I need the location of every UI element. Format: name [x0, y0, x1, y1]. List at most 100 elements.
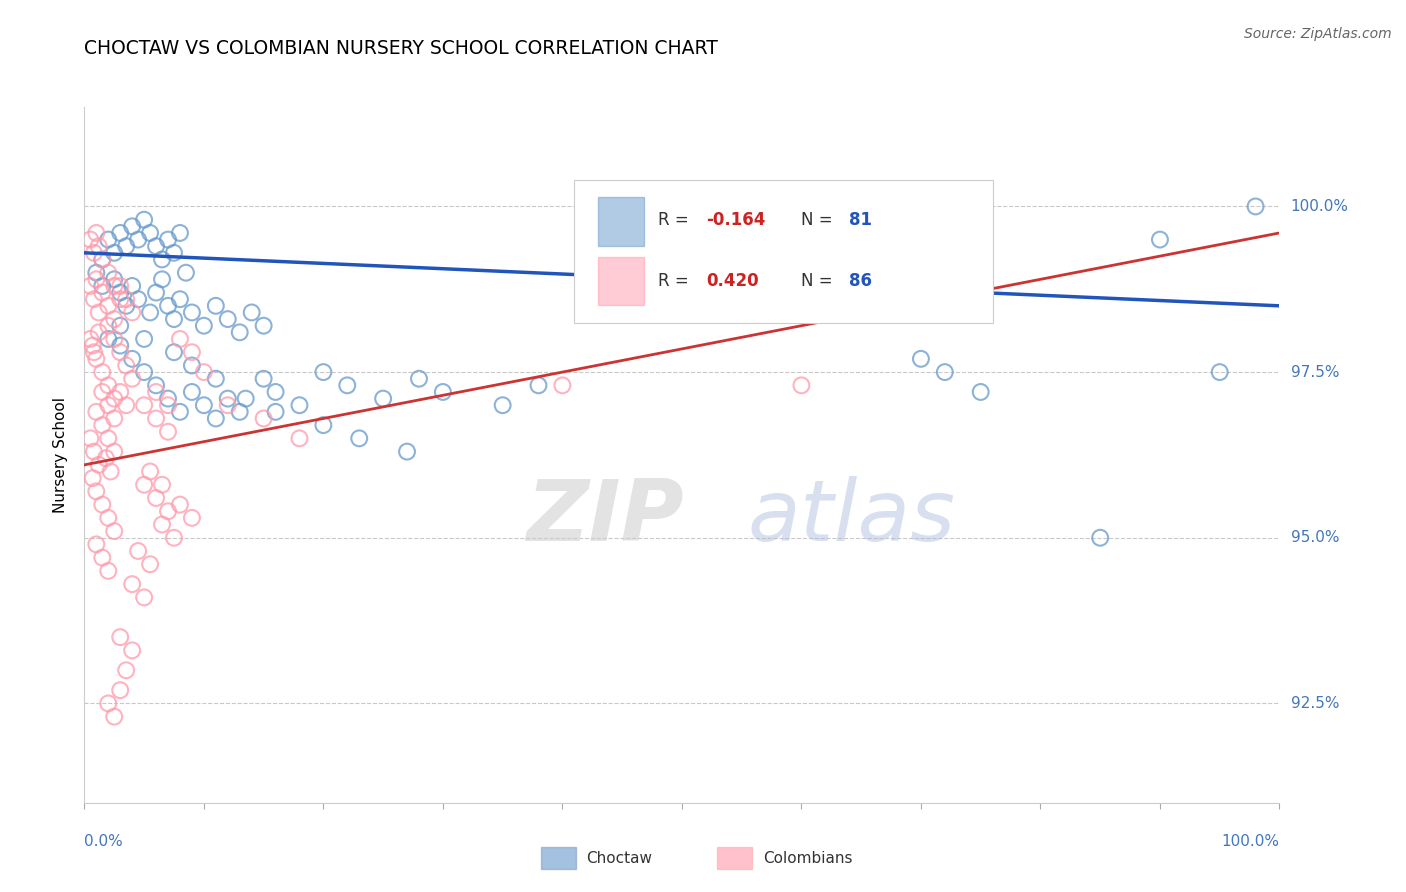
- Point: [193, 398, 215, 412]
- Point: [180, 305, 202, 319]
- Point: [157, 233, 180, 247]
- Text: 92.5%: 92.5%: [1291, 696, 1339, 711]
- Point: [163, 312, 186, 326]
- Text: 0.0%: 0.0%: [84, 834, 124, 849]
- Point: [145, 285, 167, 300]
- Point: [94, 451, 117, 466]
- Point: [1244, 199, 1267, 213]
- Point: [84, 405, 107, 419]
- Point: [205, 299, 228, 313]
- Point: [1208, 365, 1230, 379]
- Point: [139, 465, 162, 479]
- Point: [97, 398, 120, 412]
- Point: [157, 425, 180, 439]
- Point: [97, 318, 120, 333]
- Point: [150, 517, 173, 532]
- Point: [371, 392, 394, 406]
- Point: [110, 226, 132, 240]
- Point: [110, 345, 132, 359]
- Point: [97, 233, 120, 247]
- Point: [84, 537, 107, 551]
- Point: [432, 384, 454, 399]
- Point: [84, 272, 107, 286]
- Point: [127, 292, 149, 306]
- Point: [312, 418, 335, 433]
- Point: [110, 683, 132, 698]
- Point: [121, 351, 143, 366]
- Point: [132, 477, 156, 491]
- Point: [79, 233, 101, 247]
- Point: [97, 511, 120, 525]
- Point: [1149, 233, 1171, 247]
- Point: [253, 318, 276, 333]
- Point: [97, 299, 120, 313]
- Point: [169, 405, 191, 419]
- Point: [790, 378, 813, 392]
- Point: [205, 372, 228, 386]
- Point: [103, 245, 125, 260]
- Point: [83, 245, 105, 260]
- Text: R =: R =: [658, 272, 695, 290]
- Point: [217, 312, 239, 326]
- Point: [110, 630, 132, 644]
- Point: [163, 531, 186, 545]
- Point: [121, 372, 143, 386]
- Point: [240, 305, 263, 319]
- Point: [97, 564, 120, 578]
- Text: N =: N =: [801, 211, 838, 229]
- Text: Source: ZipAtlas.com: Source: ZipAtlas.com: [1244, 27, 1392, 41]
- Point: [910, 351, 932, 366]
- Point: [132, 332, 156, 346]
- Point: [169, 332, 191, 346]
- Point: [115, 359, 138, 373]
- Point: [150, 272, 173, 286]
- Text: 81: 81: [849, 211, 872, 229]
- Point: [132, 212, 156, 227]
- Point: [145, 491, 167, 505]
- Point: [103, 392, 125, 406]
- Point: [79, 332, 101, 346]
- Text: Colombians: Colombians: [763, 851, 853, 865]
- Point: [970, 384, 993, 399]
- Point: [790, 199, 813, 213]
- Point: [110, 318, 132, 333]
- Point: [82, 338, 104, 352]
- Point: [121, 279, 143, 293]
- Point: [91, 365, 114, 379]
- Point: [84, 351, 107, 366]
- Point: [91, 498, 114, 512]
- Point: [169, 498, 191, 512]
- Text: atlas: atlas: [748, 476, 956, 559]
- Text: 86: 86: [849, 272, 872, 290]
- Point: [349, 431, 371, 445]
- Point: [103, 332, 125, 346]
- Point: [145, 239, 167, 253]
- Text: R =: R =: [658, 211, 695, 229]
- Point: [132, 365, 156, 379]
- Point: [145, 411, 167, 425]
- Point: [91, 418, 114, 433]
- Point: [253, 372, 276, 386]
- Point: [83, 292, 105, 306]
- Point: [83, 444, 105, 458]
- Point: [127, 544, 149, 558]
- Point: [110, 384, 132, 399]
- Point: [103, 444, 125, 458]
- Point: [110, 279, 132, 293]
- Point: [115, 292, 138, 306]
- Point: [217, 398, 239, 412]
- Point: [84, 484, 107, 499]
- Point: [110, 338, 132, 352]
- Point: [87, 305, 110, 319]
- Point: [264, 405, 287, 419]
- FancyBboxPatch shape: [599, 197, 644, 246]
- Point: [551, 378, 574, 392]
- Point: [492, 398, 515, 412]
- Point: [115, 663, 138, 677]
- Point: [312, 365, 335, 379]
- Point: [193, 318, 215, 333]
- Point: [115, 299, 138, 313]
- Point: [132, 398, 156, 412]
- Point: [396, 444, 419, 458]
- Point: [934, 365, 956, 379]
